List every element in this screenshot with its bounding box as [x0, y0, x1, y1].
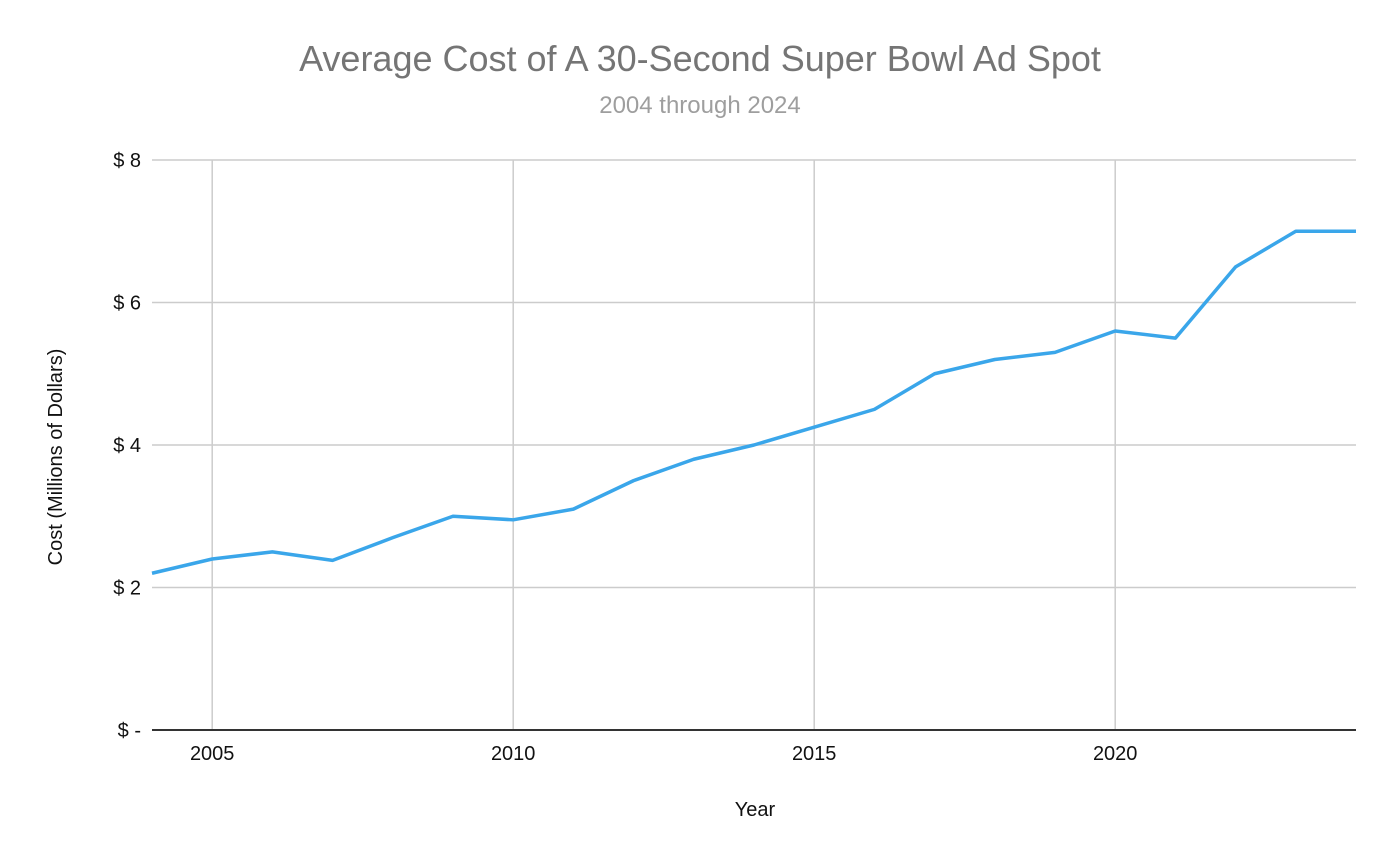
series — [151, 229, 1356, 575]
x-tick-label: 2015 — [792, 743, 837, 765]
y-axis-title: Cost (Millions of Dollars) — [45, 349, 67, 566]
x-tick-label: 2010 — [491, 743, 536, 765]
y-tick-label: $ 8 — [113, 150, 141, 172]
gridlines — [152, 159, 1356, 730]
x-tick-label: 2020 — [1093, 743, 1138, 765]
y-tick-label: $ - — [118, 720, 141, 742]
y-tick-label: $ 2 — [113, 578, 141, 600]
tick-labels: $ - $ 2 $ 4 $ 6 $ 8 2005 2010 2015 2020 — [113, 150, 1137, 765]
x-tick-label: 2005 — [190, 743, 235, 765]
series-line — [151, 229, 1356, 575]
y-tick-label: $ 6 — [113, 293, 141, 315]
chart-title: Average Cost of A 30-Second Super Bowl A… — [299, 38, 1101, 79]
y-tick-label: $ 4 — [113, 435, 141, 457]
chart-subtitle: 2004 through 2024 — [599, 92, 801, 119]
x-axis-title: Year — [735, 799, 776, 821]
